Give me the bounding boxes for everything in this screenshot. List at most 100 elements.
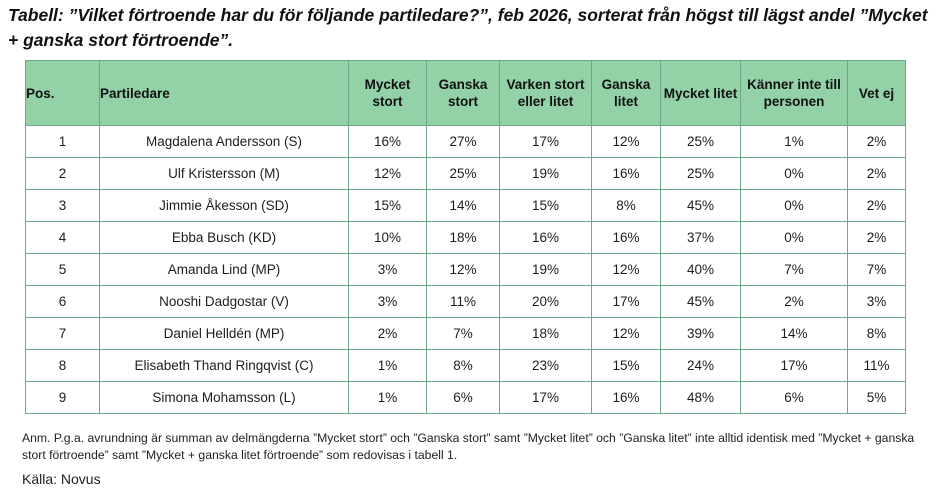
value-cell: 25% (426, 157, 500, 190)
table-row: 2 Ulf Kristersson (M) 12% 25% 19% 16% 25% 0% 2% (25, 157, 906, 190)
leader-name-cell: Daniel Helldén (MP) (99, 317, 349, 350)
value-cell: 12% (591, 125, 661, 158)
leader-name-cell: Ulf Kristersson (M) (99, 157, 349, 190)
column-header: Mycket litet (660, 60, 741, 126)
position-cell: 1 (25, 125, 100, 158)
value-cell: 2% (847, 157, 906, 190)
position-cell: 4 (25, 221, 100, 254)
value-cell: 8% (426, 349, 500, 382)
position-cell: 3 (25, 189, 100, 222)
value-cell: 1% (740, 125, 848, 158)
value-cell: 25% (660, 157, 741, 190)
column-header: Ganska litet (591, 60, 661, 126)
value-cell: 40% (660, 253, 741, 286)
value-cell: 27% (426, 125, 500, 158)
value-cell: 7% (847, 253, 906, 286)
leader-name-cell: Simona Mohamsson (L) (99, 381, 349, 414)
value-cell: 15% (348, 189, 427, 222)
value-cell: 15% (591, 349, 661, 382)
value-cell: 19% (499, 157, 592, 190)
column-header: Mycket stort (348, 60, 427, 126)
value-cell: 12% (591, 253, 661, 286)
value-cell: 39% (660, 317, 741, 350)
table-row: 8 Elisabeth Thand Ringqvist (C) 1% 8% 23% 15%… (25, 349, 906, 382)
value-cell: 10% (348, 221, 427, 254)
value-cell: 15% (499, 189, 592, 222)
value-cell: 5% (847, 381, 906, 414)
value-cell: 6% (740, 381, 848, 414)
position-cell: 2 (25, 157, 100, 190)
value-cell: 16% (591, 157, 661, 190)
value-cell: 17% (740, 349, 848, 382)
value-cell: 19% (499, 253, 592, 286)
value-cell: 48% (660, 381, 741, 414)
value-cell: 16% (348, 125, 427, 158)
value-cell: 2% (847, 125, 906, 158)
position-cell: 9 (25, 381, 100, 414)
leader-name-cell: Jimmie Åkesson (SD) (99, 189, 349, 222)
value-cell: 14% (740, 317, 848, 350)
value-cell: 3% (847, 285, 906, 318)
value-cell: 17% (591, 285, 661, 318)
leader-name-cell: Elisabeth Thand Ringqvist (C) (99, 349, 349, 382)
position-cell: 8 (25, 349, 100, 382)
position-cell: 7 (25, 317, 100, 350)
leader-name-cell: Amanda Lind (MP) (99, 253, 349, 286)
value-cell: 1% (348, 381, 427, 414)
table-row: 1 Magdalena Andersson (S) 16% 27% 17% 12% 25% 1… (25, 125, 906, 158)
value-cell: 24% (660, 349, 741, 382)
value-cell: 7% (426, 317, 500, 350)
column-header: Varken stort eller litet (499, 60, 592, 126)
value-cell: 16% (591, 381, 661, 414)
value-cell: 23% (499, 349, 592, 382)
value-cell: 7% (740, 253, 848, 286)
column-header: Vet ej (847, 60, 906, 126)
value-cell: 45% (660, 189, 741, 222)
column-header: Pos. (25, 60, 100, 126)
table-row: 5 Amanda Lind (MP) 3% 12% 19% 12% 40% 7% 7% (25, 253, 906, 286)
leader-name-cell: Ebba Busch (KD) (99, 221, 349, 254)
value-cell: 3% (348, 285, 427, 318)
value-cell: 14% (426, 189, 500, 222)
table-title: Tabell: ”Vilket förtroende har du för fö… (8, 5, 928, 50)
value-cell: 8% (591, 189, 661, 222)
column-header: Ganska stort (426, 60, 500, 126)
value-cell: 6% (426, 381, 500, 414)
source-label: Källa: Novus (22, 471, 101, 487)
value-cell: 2% (847, 221, 906, 254)
footnote: Anm. P.g.a. avrundning är summan av delm… (22, 431, 915, 462)
position-cell: 5 (25, 253, 100, 286)
table-row: 7 Daniel Helldén (MP) 2% 7% 18% 12% 39% 14% 8% (25, 317, 906, 350)
table-row: 3 Jimmie Åkesson (SD) 15% 14% 15% 8% 45% 0% 2% (25, 189, 906, 222)
value-cell: 37% (660, 221, 741, 254)
value-cell: 2% (740, 285, 848, 318)
value-cell: 16% (591, 221, 661, 254)
value-cell: 12% (426, 253, 500, 286)
header-row: Pos. Partiledare Mycket stort Ganska sto… (25, 60, 906, 126)
data-table: Pos. Partiledare Mycket stort Ganska sto… (25, 60, 906, 414)
table-row: 9 Simona Mohamsson (L) 1% 6% 17% 16% 48% 6% 5% (25, 381, 906, 414)
value-cell: 3% (348, 253, 427, 286)
position-cell: 6 (25, 285, 100, 318)
value-cell: 18% (499, 317, 592, 350)
value-cell: 25% (660, 125, 741, 158)
value-cell: 0% (740, 157, 848, 190)
value-cell: 8% (847, 317, 906, 350)
leader-name-cell: Magdalena Andersson (S) (99, 125, 349, 158)
table-body: 1 Magdalena Andersson (S) 16% 27% 17% 12% 25% 1… (25, 125, 906, 414)
value-cell: 0% (740, 189, 848, 222)
value-cell: 2% (348, 317, 427, 350)
value-cell: 11% (847, 349, 906, 382)
value-cell: 0% (740, 221, 848, 254)
table-row: 4 Ebba Busch (KD) 10% 18% 16% 16% 37% 0% 2% (25, 221, 906, 254)
value-cell: 12% (591, 317, 661, 350)
value-cell: 16% (499, 221, 592, 254)
column-header: Känner inte till personen (740, 60, 848, 126)
value-cell: 1% (348, 349, 427, 382)
value-cell: 12% (348, 157, 427, 190)
value-cell: 45% (660, 285, 741, 318)
column-header: Partiledare (99, 60, 349, 126)
value-cell: 17% (499, 125, 592, 158)
leader-name-cell: Nooshi Dadgostar (V) (99, 285, 349, 318)
value-cell: 18% (426, 221, 500, 254)
